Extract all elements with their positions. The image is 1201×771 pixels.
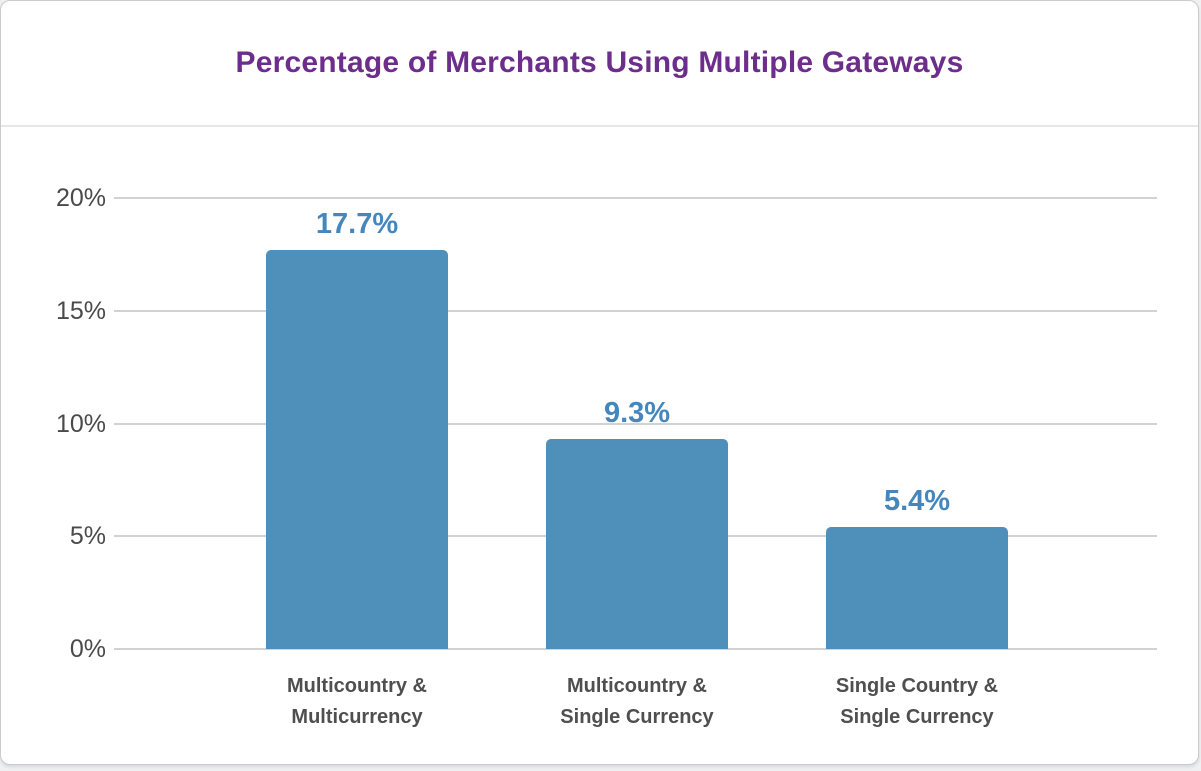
chart-title: Percentage of Merchants Using Multiple G… [235,46,964,79]
gridline-20pct [114,197,1157,199]
bar-single-country-single-currency [826,527,1008,649]
xtick-label-multicountry-single-currency: Multicountry & Single Currency [560,675,714,728]
ytick-label-0pct: 0% [69,635,106,663]
value-label-single-country-single-currency: 5.4% [883,485,951,517]
ytick-label-20pct: 20% [55,184,106,212]
gridline-0pct [114,648,1157,650]
value-label-multicountry-multicurrency: 17.7% [315,208,399,240]
ytick-label-15pct: 15% [55,297,106,325]
plot-area: 0% 5% 10% 15% 20% 17.7% Multicountry & Multicu… [1,129,1198,764]
gridline-15pct [114,310,1157,312]
xtick-label-multicountry-multicurrency: Multicountry & Multicurrency [287,675,427,728]
ytick-label-10pct: 10% [55,410,106,438]
gridline-10pct [114,423,1157,425]
value-label-multicountry-single-currency: 9.3% [603,397,671,429]
bar-multicountry-multicurrency [266,250,448,649]
xtick-label-single-country-single-currency: Single Country & Single Currency [835,675,999,728]
chart-header: Percentage of Merchants Using Multiple G… [1,1,1198,127]
bar-multicountry-single-currency [546,439,728,649]
ytick-label-5pct: 5% [69,522,106,550]
